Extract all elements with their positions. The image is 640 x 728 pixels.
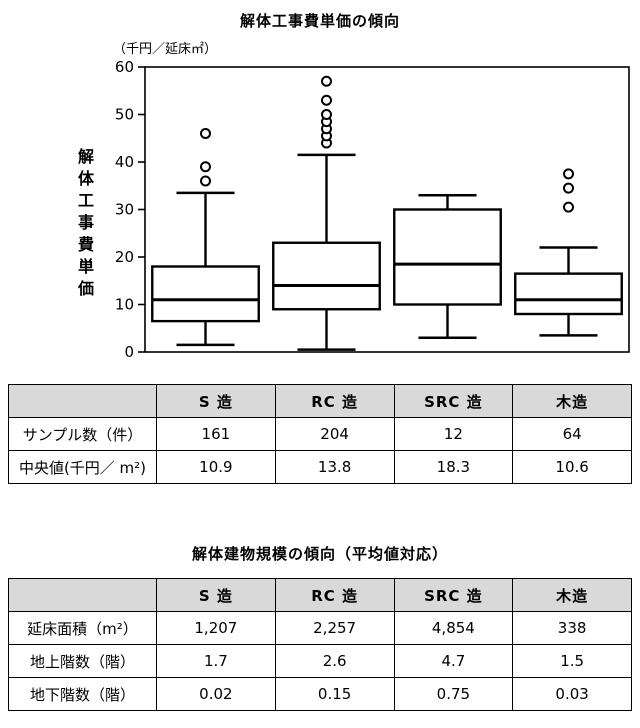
column-header-src: SRC 造 xyxy=(393,578,514,612)
column-header-wood: 木造 xyxy=(512,578,632,612)
chart-title: 解体工事費単価の傾向 xyxy=(239,12,400,30)
table-cell: 4.7 xyxy=(393,644,514,678)
table-row: 延床面積（m²） 1,207 2,257 4,854 338 xyxy=(8,611,632,645)
table-row: 地上階数（階） 1.7 2.6 4.7 1.5 xyxy=(8,644,632,678)
table-cell: 0.75 xyxy=(393,677,514,711)
sample-summary-table: S 造 RC 造 SRC 造 木造 サンプル数（件） 161 204 12 64… xyxy=(8,384,632,484)
table-cell: 12 xyxy=(393,417,514,451)
table-cell: 204 xyxy=(274,417,395,451)
table-cell: 13.8 xyxy=(274,450,395,484)
svg-text:60: 60 xyxy=(115,58,134,76)
row-label-floors-below: 地下階数（階） xyxy=(8,677,157,711)
table-cell: 4,854 xyxy=(393,611,514,645)
table-cell: 1.5 xyxy=(512,644,632,678)
table-cell: 18.3 xyxy=(393,450,514,484)
table-corner-cell xyxy=(8,578,157,612)
column-header-s: S 造 xyxy=(156,578,276,612)
column-header-rc: RC 造 xyxy=(274,578,395,612)
column-header-wood: 木造 xyxy=(512,384,632,418)
table-cell: 1,207 xyxy=(156,611,276,645)
y-axis-label: 解体工事費単価 xyxy=(75,148,94,302)
table-cell: 64 xyxy=(512,417,632,451)
column-header-rc: RC 造 xyxy=(274,384,395,418)
table-cell: 0.03 xyxy=(512,677,632,711)
boxplot-svg: 0 10 20 30 40 50 60 xyxy=(115,58,630,361)
row-label-sample-count: サンプル数（件） xyxy=(8,417,157,451)
table-corner-cell xyxy=(8,384,157,418)
table-cell: 161 xyxy=(156,417,276,451)
boxplot-chart: 解体工事費単価の傾向 （千円／延床㎡） 解体工事費単価 0 10 20 30 40 50 6… xyxy=(75,12,630,361)
table-cell: 1.7 xyxy=(156,644,276,678)
table-cell: 10.9 xyxy=(156,450,276,484)
row-label-floor-area: 延床面積（m²） xyxy=(8,611,157,645)
svg-text:0: 0 xyxy=(124,343,134,361)
table-header-row: S 造 RC 造 SRC 造 木造 xyxy=(8,384,632,418)
svg-text:30: 30 xyxy=(115,201,134,219)
svg-text:10: 10 xyxy=(115,296,134,314)
table-cell: 0.02 xyxy=(156,677,276,711)
table-row: 地下階数（階） 0.02 0.15 0.75 0.03 xyxy=(8,677,632,711)
table-row: サンプル数（件） 161 204 12 64 xyxy=(8,417,632,451)
table-cell: 0.15 xyxy=(274,677,395,711)
svg-text:40: 40 xyxy=(115,153,134,171)
svg-text:20: 20 xyxy=(115,248,134,266)
section-title-building-scale: 解体建物規模の傾向（平均値対応） xyxy=(191,545,448,563)
column-header-src: SRC 造 xyxy=(393,384,514,418)
building-scale-table: S 造 RC 造 SRC 造 木造 延床面積（m²） 1,207 2,257 4… xyxy=(8,578,632,711)
table-cell: 338 xyxy=(512,611,632,645)
row-label-floors-above: 地上階数（階） xyxy=(8,644,157,678)
row-label-median: 中央値(千円／ m²) xyxy=(8,450,157,484)
table-cell: 10.6 xyxy=(512,450,632,484)
table-cell: 2,257 xyxy=(274,611,395,645)
table-row: 中央値(千円／ m²) 10.9 13.8 18.3 10.6 xyxy=(8,450,632,484)
table-cell: 2.6 xyxy=(274,644,395,678)
column-header-s: S 造 xyxy=(156,384,276,418)
table-header-row: S 造 RC 造 SRC 造 木造 xyxy=(8,578,632,612)
svg-text:50: 50 xyxy=(115,106,134,124)
y-axis-unit-label: （千円／延床㎡） xyxy=(113,42,218,57)
